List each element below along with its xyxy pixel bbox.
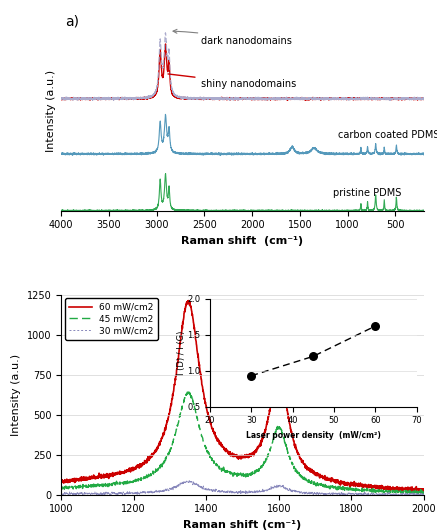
X-axis label: Raman shift  (cm⁻¹): Raman shift (cm⁻¹) <box>181 236 304 246</box>
60 mW/cm2 <box>186 297 191 304</box>
60 mW/cm2 <box>421 487 427 494</box>
60 mW/cm2 <box>416 489 421 496</box>
45 mW/cm2 <box>235 470 240 476</box>
Text: a): a) <box>65 15 79 29</box>
Text: shiny nanodomains: shiny nanodomains <box>168 74 296 89</box>
30 mW/cm2 <box>411 491 416 497</box>
45 mW/cm2 <box>225 470 231 476</box>
Text: carbon coated PDMS: carbon coated PDMS <box>338 130 437 140</box>
60 mW/cm2 <box>225 448 231 454</box>
60 mW/cm2 <box>411 486 416 493</box>
30 mW/cm2 <box>59 492 65 498</box>
45 mW/cm2 <box>411 488 416 494</box>
60 mW/cm2 <box>344 480 350 487</box>
30 mW/cm2 <box>59 491 64 497</box>
Y-axis label: Intensity (a.u.): Intensity (a.u.) <box>11 354 21 436</box>
X-axis label: Raman shift (cm⁻¹): Raman shift (cm⁻¹) <box>184 520 302 530</box>
45 mW/cm2 <box>344 485 350 492</box>
30 mW/cm2 <box>225 488 231 495</box>
60 mW/cm2 <box>411 487 416 493</box>
45 mW/cm2 <box>411 491 416 497</box>
45 mW/cm2 <box>59 485 64 492</box>
60 mW/cm2 <box>77 477 82 483</box>
30 mW/cm2 <box>411 492 416 498</box>
Text: dark nanodomains: dark nanodomains <box>173 29 291 46</box>
Text: b): b) <box>65 298 79 313</box>
30 mW/cm2 <box>77 490 83 496</box>
30 mW/cm2 <box>421 492 427 498</box>
45 mW/cm2 <box>77 484 82 491</box>
60 mW/cm2 <box>59 478 64 484</box>
Line: 60 mW/cm2: 60 mW/cm2 <box>61 301 424 493</box>
30 mW/cm2 <box>188 477 194 484</box>
Line: 30 mW/cm2: 30 mW/cm2 <box>61 480 424 495</box>
Legend: 60 mW/cm2, 45 mW/cm2, 30 mW/cm2: 60 mW/cm2, 45 mW/cm2, 30 mW/cm2 <box>65 298 158 340</box>
Text: pristine PDMS: pristine PDMS <box>333 188 402 198</box>
60 mW/cm2 <box>235 454 240 460</box>
45 mW/cm2 <box>186 388 191 395</box>
30 mW/cm2 <box>235 490 240 496</box>
45 mW/cm2 <box>421 489 427 495</box>
30 mW/cm2 <box>344 491 350 497</box>
Y-axis label: Intensity (a.u.): Intensity (a.u.) <box>45 70 55 152</box>
Line: 45 mW/cm2: 45 mW/cm2 <box>61 392 424 494</box>
45 mW/cm2 <box>411 489 416 496</box>
